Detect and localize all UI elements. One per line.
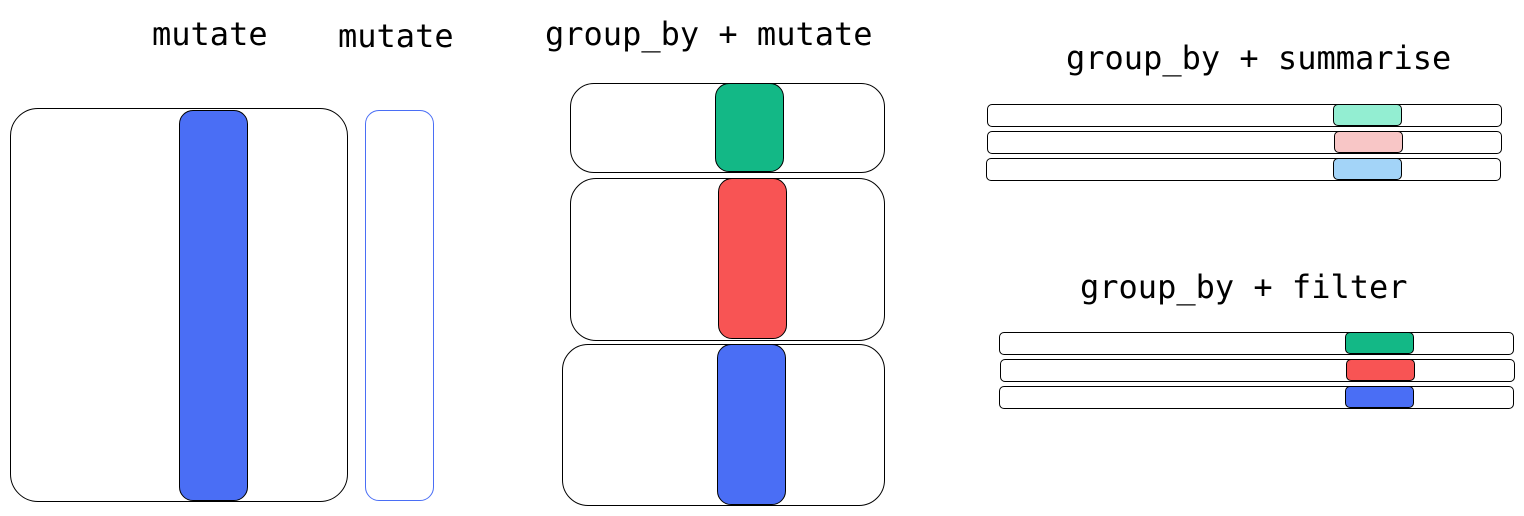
panel-title-group-by-mutate: group_by + mutate	[545, 15, 873, 53]
panel-title-mutate: mutate	[152, 15, 268, 53]
group-column-red	[718, 178, 787, 339]
mutate-new-column	[179, 110, 248, 501]
summarise-cell-blue	[1333, 158, 1402, 180]
summarise-cell-green	[1333, 104, 1402, 126]
summarise-cell-red	[1334, 131, 1403, 153]
filter-row-2	[1000, 359, 1515, 382]
filter-cell-blue	[1345, 386, 1414, 408]
summarise-row-2	[987, 131, 1502, 154]
group-column-blue	[717, 344, 786, 505]
summarise-row-3	[986, 158, 1501, 181]
mutate-result-column	[365, 110, 434, 501]
panel-title-group-by-filter: group_by + filter	[1080, 268, 1408, 306]
filter-row-3	[999, 386, 1514, 409]
filter-cell-green	[1345, 332, 1414, 354]
group-column-green	[715, 83, 784, 172]
panel-title-group-by-summarise: group_by + summarise	[1066, 39, 1452, 77]
panel-title-mutate-result: mutate	[338, 17, 454, 55]
summarise-row-1	[987, 104, 1502, 127]
filter-cell-red	[1346, 359, 1415, 381]
filter-row-1	[999, 332, 1514, 355]
